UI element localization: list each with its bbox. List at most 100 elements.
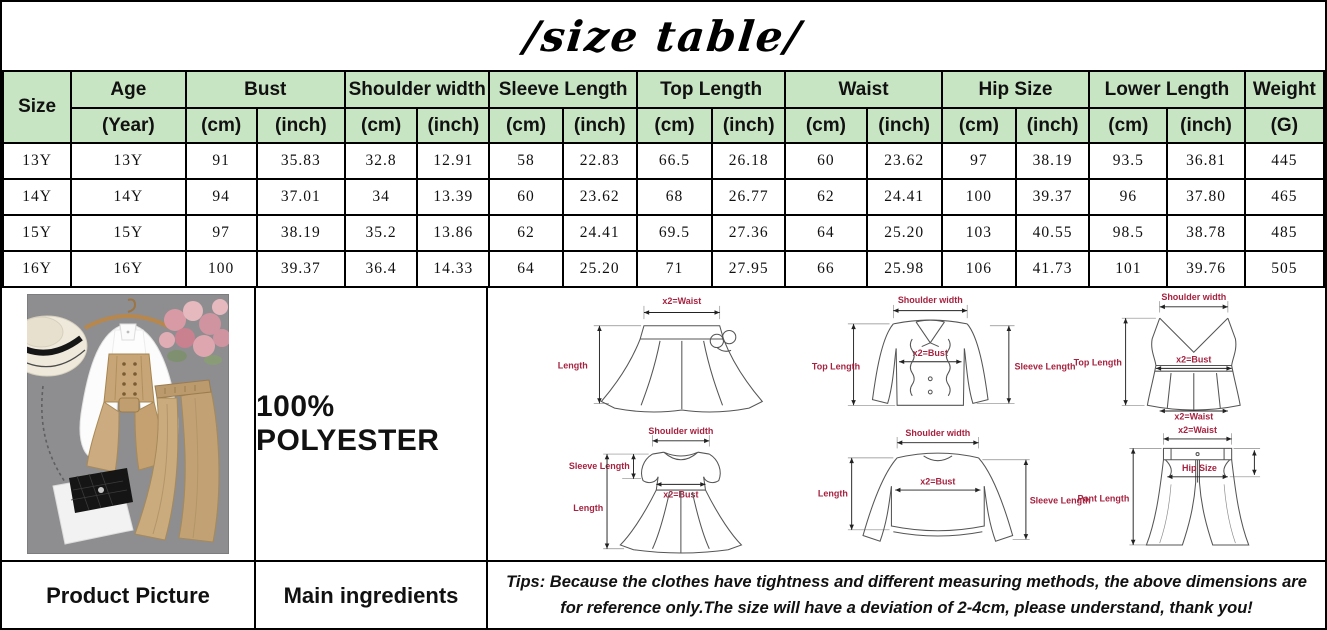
- label-x2-waist: x2=Waist: [1175, 411, 1214, 421]
- size-table-cell: 71: [635, 250, 714, 288]
- size-table-cell: 23.62: [865, 142, 943, 180]
- size-table-cell: 465: [1243, 178, 1325, 216]
- size-table-cell: 14Y: [70, 178, 187, 216]
- size-table-cell: 68: [635, 178, 714, 216]
- size-table-cell: 38.78: [1166, 214, 1246, 252]
- size-table-cell: 26.18: [711, 142, 787, 180]
- size-table-cell: 106: [940, 250, 1017, 288]
- bottom-section: 100% POLYESTER x2=Waist Length: [2, 288, 1325, 628]
- table-row: 16Y 16Y 100 39.37 36.4 14.33 64 25.20 71 27.95 66 2…: [2, 250, 1325, 288]
- label-sleeve-length: Sleeve Length: [1029, 495, 1090, 505]
- label-top-length: Top Length: [812, 361, 860, 371]
- unit-age-year: (Year): [70, 107, 187, 144]
- size-table-cell: 93.5: [1088, 142, 1169, 180]
- sweater-diagram: Shoulder width Length Sleeve Length x2=B…: [818, 428, 1090, 542]
- size-table-cell: 12.91: [416, 142, 491, 180]
- tips-line1: Tips: Because the clothes have tightness…: [506, 573, 1307, 592]
- unit-header-row: (Year) (cm) (inch) (cm) (inch) (cm) (inc…: [3, 107, 1325, 144]
- size-table: Size Age Bust Shoulder width Sleeve Leng…: [2, 70, 1325, 288]
- size-table-cell: 27.95: [711, 250, 787, 288]
- label-shoulder-width: Shoulder width: [905, 428, 970, 438]
- unit-top-inch: (inch): [711, 107, 787, 144]
- size-table-cell: 445: [1243, 142, 1325, 180]
- hat-illustration: [27, 315, 88, 377]
- col-header-top-length: Top Length: [635, 70, 787, 109]
- col-header-age: Age: [70, 70, 187, 109]
- size-table-cell: 36.81: [1166, 142, 1246, 180]
- unit-sleeve-cm: (cm): [488, 107, 564, 144]
- size-table-cell: 505: [1243, 250, 1325, 288]
- label-length: Length: [818, 489, 848, 499]
- skirt-diagram: x2=Waist Length: [558, 296, 764, 413]
- size-table-cell: 13.39: [416, 178, 491, 216]
- size-table-cell: 69.5: [635, 214, 714, 252]
- size-table-cell: 91: [184, 142, 258, 180]
- hanger-illustration: [84, 298, 172, 330]
- label-sleeve-length: Sleeve Length: [569, 461, 630, 471]
- size-table-cell: 25.20: [561, 250, 638, 288]
- unit-waist-inch: (inch): [865, 107, 943, 144]
- unit-shoulder-cm: (cm): [343, 107, 419, 144]
- size-table-cell: 32.8: [343, 142, 419, 180]
- size-table-cell: 60: [784, 142, 868, 180]
- size-table-cell: 485: [1243, 214, 1325, 252]
- product-picture-label: Product Picture: [46, 583, 210, 608]
- vest-diagram: Shoulder width Top Length x2=Bust x2=Wai…: [1074, 292, 1242, 421]
- size-table-cell: 34: [343, 178, 419, 216]
- jacket-diagram: Shoulder width Top Length Sleeve Length …: [812, 295, 1075, 406]
- col-header-waist: Waist: [784, 70, 943, 109]
- size-table-cell: 97: [184, 214, 258, 252]
- unit-bust-inch: (inch): [255, 107, 347, 144]
- size-table-cell: 66.5: [635, 142, 714, 180]
- size-table-cell: 35.83: [255, 142, 347, 180]
- size-table-cell: 15Y: [2, 214, 73, 252]
- main-ingredients-label-cell: Main ingredients: [256, 560, 488, 628]
- col-header-bust: Bust: [184, 70, 347, 109]
- label-x2-bust: x2=Bust: [920, 476, 955, 486]
- label-sleeve-length: Sleeve Length: [1014, 361, 1075, 371]
- label-x2-waist: x2=Waist: [1178, 425, 1217, 435]
- product-photo: [27, 294, 229, 554]
- tips-line2: for reference only.The size will have a …: [560, 599, 1253, 617]
- pants-illustration: [134, 379, 220, 543]
- col-header-size: Size: [2, 70, 73, 144]
- size-table-cell: 96: [1088, 178, 1169, 216]
- size-table-cell: 62: [488, 214, 564, 252]
- size-table-cell: 14Y: [2, 178, 73, 216]
- size-table-cell: 39.37: [255, 250, 347, 288]
- label-shoulder-width: Shoulder width: [897, 295, 962, 305]
- table-row: 14Y 14Y 94 37.01 34 13.39 60 23.62 68 26.77 62 24.4…: [2, 178, 1325, 216]
- size-table-cell: 62: [784, 178, 868, 216]
- size-table-cell: 13Y: [2, 142, 73, 180]
- size-table-cell: 66: [784, 250, 868, 288]
- size-table-cell: 94: [184, 178, 258, 216]
- unit-shoulder-inch: (inch): [416, 107, 491, 144]
- pants-diagram: x2=Waist Pant Length Hip Size: [1078, 425, 1261, 546]
- unit-lower-cm: (cm): [1088, 107, 1169, 144]
- col-header-sleeve-length: Sleeve Length: [488, 70, 638, 109]
- size-table-cell: 100: [940, 178, 1017, 216]
- size-table-cell: 35.2: [343, 214, 419, 252]
- dress-diagram: Shoulder width Sleeve Length Length x2=B…: [569, 426, 743, 554]
- size-table-cell: 25.20: [865, 214, 943, 252]
- label-x2-bust: x2=Bust: [1177, 355, 1212, 365]
- size-table-cell: 39.76: [1166, 250, 1246, 288]
- title-bar: /size table/: [2, 2, 1325, 70]
- col-header-weight: Weight: [1243, 70, 1325, 109]
- label-length: Length: [573, 503, 603, 513]
- unit-top-cm: (cm): [635, 107, 714, 144]
- size-table-cell: 64: [488, 250, 564, 288]
- product-photo-cell: [2, 288, 256, 560]
- size-table-cell: 98.5: [1088, 214, 1169, 252]
- table-row: 15Y 15Y 97 38.19 35.2 13.86 62 24.41 69.5 27.36 64…: [2, 214, 1325, 252]
- size-table-cell: 22.83: [561, 142, 638, 180]
- size-table-cell: 101: [1088, 250, 1169, 288]
- size-table-cell: 13.86: [416, 214, 491, 252]
- label-hip-size: Hip Size: [1182, 463, 1217, 473]
- size-table-cell: 37.01: [255, 178, 347, 216]
- size-table-cell: 38.19: [1014, 142, 1091, 180]
- size-table-cell: 13Y: [70, 142, 187, 180]
- size-table-cell: 36.4: [343, 250, 419, 288]
- unit-hip-inch: (inch): [1014, 107, 1091, 144]
- size-table-cell: 23.62: [561, 178, 638, 216]
